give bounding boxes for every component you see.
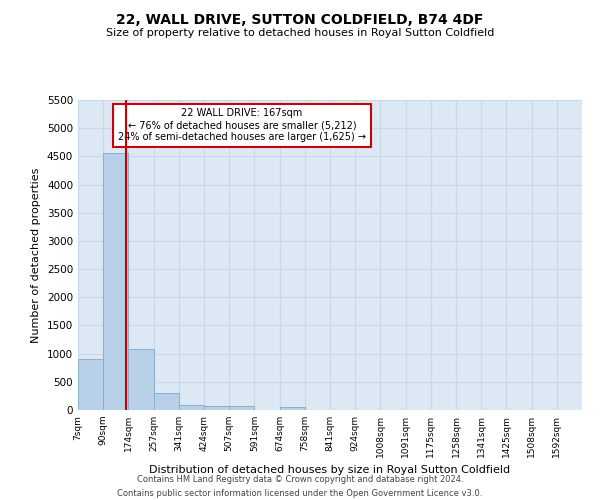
Text: Size of property relative to detached houses in Royal Sutton Coldfield: Size of property relative to detached ho… (106, 28, 494, 38)
Bar (280, 407, 305, 410)
Bar (103, 153, 128, 410)
Bar (179, 405, 204, 410)
Bar (154, 393, 179, 410)
Y-axis label: Number of detached properties: Number of detached properties (31, 168, 41, 342)
X-axis label: Distribution of detached houses by size in Royal Sutton Coldfield: Distribution of detached houses by size … (149, 466, 511, 475)
Bar (229, 406, 254, 410)
Bar (78, 360, 103, 410)
Bar (204, 406, 229, 410)
Bar (128, 349, 154, 410)
Text: 22, WALL DRIVE, SUTTON COLDFIELD, B74 4DF: 22, WALL DRIVE, SUTTON COLDFIELD, B74 4D… (116, 12, 484, 26)
Text: Contains HM Land Registry data © Crown copyright and database right 2024.
Contai: Contains HM Land Registry data © Crown c… (118, 476, 482, 498)
Text: 22 WALL DRIVE: 167sqm
← 76% of detached houses are smaller (5,212)
24% of semi-d: 22 WALL DRIVE: 167sqm ← 76% of detached … (118, 108, 366, 142)
